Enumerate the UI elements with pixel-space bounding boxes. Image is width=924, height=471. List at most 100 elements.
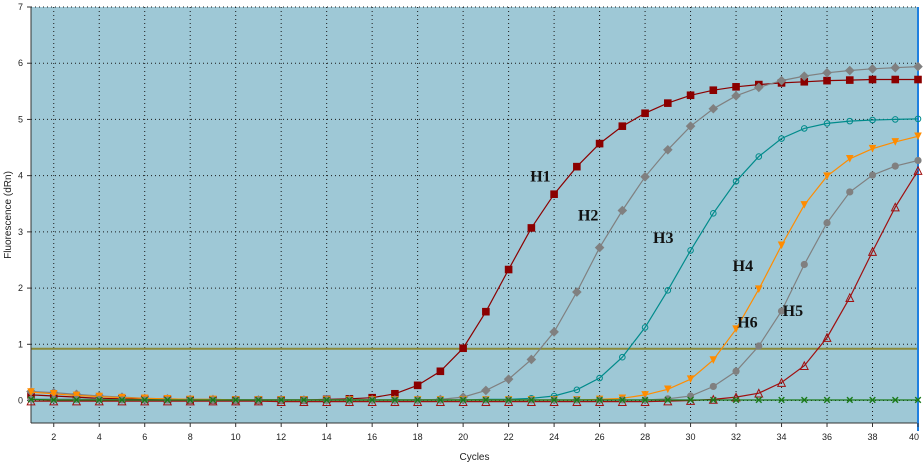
data-point: [891, 116, 899, 123]
data-point: [437, 396, 444, 404]
curve-label: H3: [653, 230, 673, 247]
data-point: [823, 172, 831, 181]
y-tick-label: 6: [18, 58, 23, 68]
data-point: [640, 171, 650, 182]
data-point: [732, 367, 740, 375]
curve-label: H6: [737, 314, 757, 331]
x-tick-label: 32: [731, 432, 741, 442]
x-tick-label: 12: [276, 432, 286, 442]
data-point: [164, 396, 171, 404]
data-point: [709, 382, 717, 391]
data-point: [867, 64, 878, 74]
data-point: [890, 202, 900, 212]
data-point: [687, 396, 694, 404]
data-point: [346, 396, 353, 404]
data-point: [459, 396, 467, 404]
data-point: [914, 156, 922, 165]
data-point: [664, 396, 672, 404]
data-point: [686, 375, 695, 383]
curve-label: H2: [578, 208, 598, 225]
curve-label: H1: [530, 168, 550, 185]
data-point: [867, 246, 878, 256]
data-point: [755, 153, 763, 160]
data-point: [709, 86, 718, 94]
data-point: [755, 342, 763, 350]
x-tick-label: 10: [231, 432, 241, 442]
data-point: [323, 396, 330, 404]
plot-area: [31, 7, 918, 423]
data-point: [777, 241, 786, 250]
data-point: [846, 188, 854, 196]
x-tick-label: 6: [142, 432, 147, 442]
x-tick-label: 40: [909, 432, 919, 442]
data-point: [641, 396, 649, 404]
data-point: [255, 396, 262, 404]
x-tick-label: 24: [549, 432, 559, 442]
data-point: [708, 103, 719, 114]
y-tick-label: 3: [18, 227, 23, 237]
data-point: [845, 292, 855, 302]
data-point: [503, 374, 514, 384]
data-point: [710, 210, 717, 217]
data-point: [822, 332, 832, 342]
data-point: [641, 391, 649, 399]
data-point: [731, 91, 741, 101]
data-point: [891, 75, 900, 84]
data-point: [913, 61, 923, 72]
data-point: [550, 396, 558, 404]
data-point: [891, 162, 899, 170]
data-point: [732, 83, 740, 91]
data-point: [754, 285, 763, 294]
data-point: [890, 62, 901, 73]
data-point: [868, 144, 877, 153]
data-point: [663, 144, 673, 155]
data-point: [141, 396, 149, 404]
data-point: [527, 224, 536, 232]
data-point: [72, 391, 81, 400]
data-point: [891, 396, 899, 404]
data-point: [776, 75, 787, 86]
data-point: [732, 396, 740, 404]
x-tick-label: 36: [822, 432, 832, 442]
data-point: [710, 396, 717, 404]
y-tick-label: 4: [18, 171, 23, 181]
data-point: [891, 138, 900, 146]
data-point: [186, 396, 194, 404]
data-point: [753, 82, 764, 93]
x-tick-label: 16: [367, 432, 377, 442]
x-tick-label: 38: [868, 432, 878, 442]
data-point: [300, 396, 308, 404]
data-point: [481, 385, 491, 396]
x-tick-label: 2: [51, 432, 56, 442]
annotations: H1 H2 H3 H4 H6 H5: [530, 168, 803, 331]
data-point: [368, 396, 376, 404]
data-point: [617, 205, 628, 216]
series-baseline[interactable]: [27, 396, 922, 404]
data-point: [594, 242, 605, 253]
data-point: [596, 374, 603, 382]
data-point: [709, 356, 718, 364]
data-point: [664, 287, 672, 294]
data-point: [277, 396, 285, 404]
y-tick-label: 0: [18, 396, 23, 406]
data-point: [778, 135, 785, 142]
x-axis-label: Cycles: [459, 452, 489, 463]
data-point: [869, 116, 876, 124]
data-point: [664, 385, 672, 394]
y-tick-label: 1: [18, 339, 23, 349]
data-point: [595, 139, 604, 148]
data-point: [732, 177, 740, 185]
data-point: [845, 76, 854, 84]
data-point: [800, 77, 809, 86]
data-point: [664, 99, 672, 107]
data-point: [73, 396, 80, 404]
grid-lines: [31, 6, 919, 423]
data-point: [209, 396, 217, 404]
data-point: [528, 396, 535, 404]
curve-label: H4: [733, 258, 753, 275]
y-tick-label: 5: [18, 114, 23, 124]
data-point: [573, 386, 581, 394]
data-point: [868, 171, 877, 179]
x-tick-label: 28: [640, 432, 650, 442]
